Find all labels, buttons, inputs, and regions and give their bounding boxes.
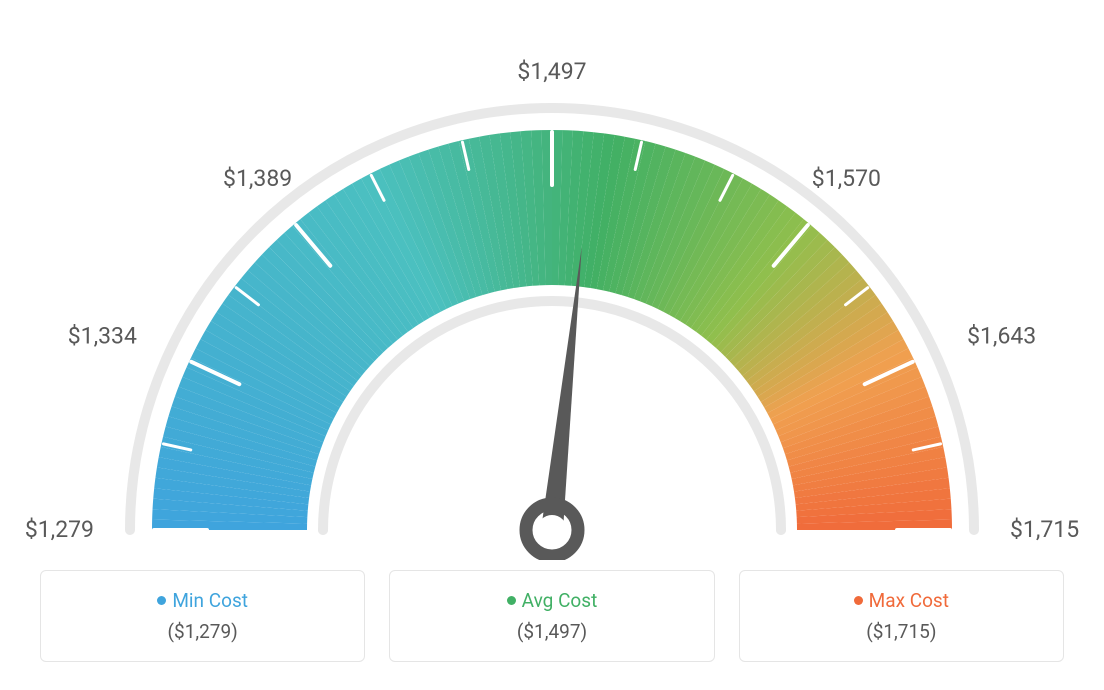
legend-label-max: Max Cost [750,589,1053,612]
legend-row: Min Cost ($1,279) Avg Cost ($1,497) Max … [0,570,1104,662]
legend-label-min: Min Cost [51,589,354,612]
gauge-tick-label: $1,497 [517,58,586,85]
legend-label-text: Min Cost [172,589,248,612]
legend-card-avg: Avg Cost ($1,497) [389,570,714,662]
gauge-tick-label: $1,715 [1010,516,1079,543]
legend-card-max: Max Cost ($1,715) [739,570,1064,662]
legend-label-text: Max Cost [869,589,949,612]
dot-icon [854,596,863,605]
legend-label-text: Avg Cost [522,589,598,612]
legend-card-min: Min Cost ($1,279) [40,570,365,662]
gauge-tick-label: $1,643 [967,322,1036,349]
legend-value-avg: ($1,497) [400,620,703,643]
gauge-chart: $1,279 $1,334 $1,389 $1,497 $1,570 $1,643 $1,7… [0,0,1104,560]
gauge-tick-label: $1,334 [68,322,137,349]
gauge-tick-label: $1,570 [812,165,881,192]
legend-label-avg: Avg Cost [400,589,703,612]
gauge-svg: $1,279 $1,334 $1,389 $1,497 $1,570 $1,643 $1,7… [0,0,1104,560]
gauge-tick-label: $1,389 [223,165,292,192]
legend-value-max: ($1,715) [750,620,1053,643]
legend-value-min: ($1,279) [51,620,354,643]
dot-icon [507,596,516,605]
gauge-tick-label: $1,279 [25,516,94,543]
dot-icon [157,596,166,605]
